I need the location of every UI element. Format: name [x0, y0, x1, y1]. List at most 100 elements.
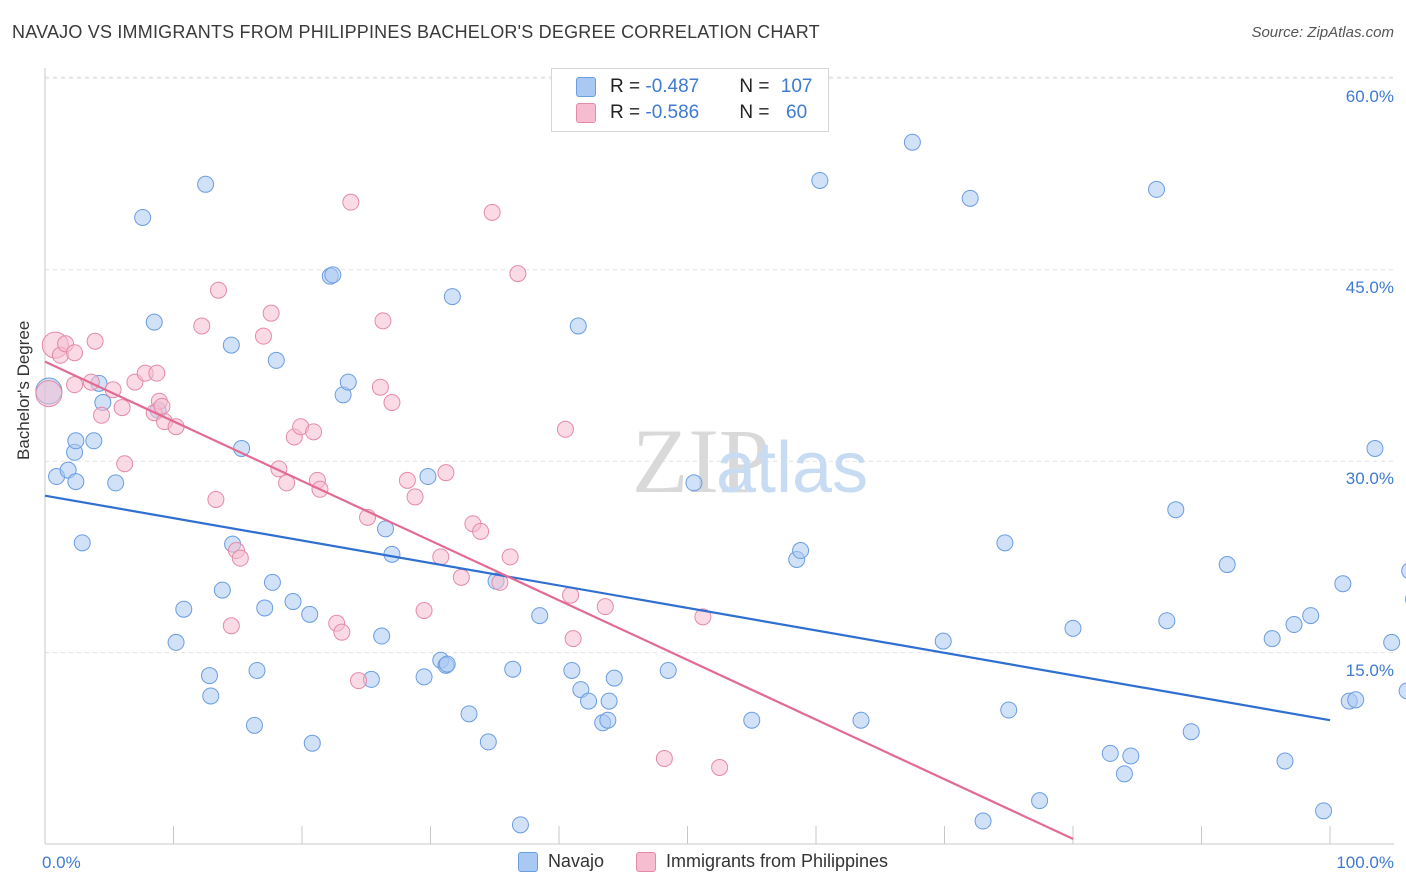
philippines-point [207, 490, 225, 508]
navajo-trend-line [44, 494, 1331, 722]
legend-row-navajo: R = -0.487 N = 107 [576, 75, 812, 99]
navajo-point [1101, 744, 1119, 762]
gridlines [45, 76, 1394, 654]
navajo-point [580, 692, 598, 710]
legend-n-label: N = [739, 102, 775, 123]
philippines-point [35, 380, 63, 408]
philippines-trend-line [44, 360, 1074, 840]
philippines-point [374, 312, 392, 330]
navajo-point [197, 175, 215, 193]
legend-r-value: -0.586 [645, 102, 700, 123]
navajo-point [1158, 612, 1176, 630]
navajo-point [1031, 792, 1049, 810]
navajo-point [460, 705, 478, 723]
navajo-point [438, 655, 456, 673]
navajo-point [1276, 752, 1294, 770]
correlation-legend: R = -0.487 N = 107 R = -0.586 N = 60 [551, 68, 829, 132]
navajo-point [245, 716, 263, 734]
navajo-point [175, 600, 193, 618]
y-axis-label: Bachelor's Degree [14, 320, 33, 460]
navajo-point [284, 593, 302, 611]
navajo-point [301, 605, 319, 623]
legend-item-navajo[interactable]: Navajo [517, 851, 604, 872]
navajo-point [1347, 691, 1365, 709]
philippines-point [655, 750, 673, 768]
navajo-point [974, 812, 992, 830]
legend-item-philippines[interactable]: Immigrants from Philippines [635, 851, 888, 872]
navajo-point [134, 208, 152, 226]
navajo-point [107, 474, 125, 492]
philippines-point [231, 549, 249, 567]
philippines-point [406, 488, 424, 506]
chart-title: NAVAJO VS IMMIGRANTS FROM PHILIPPINES BA… [12, 22, 820, 42]
navajo-point [903, 133, 921, 151]
philippines-point [113, 399, 131, 417]
chart-source: Source: ZipAtlas.com [1251, 24, 1394, 41]
legend-row-philippines: R = -0.586 N = 60 [576, 101, 807, 125]
navajo-point [248, 661, 266, 679]
navajo-point [1302, 607, 1320, 625]
data-points [35, 133, 1406, 834]
philippines-point [350, 672, 368, 690]
y-tick-label-45: 45.0% [1345, 278, 1394, 297]
navajo-point [659, 661, 677, 679]
navajo-point [1285, 616, 1303, 634]
legend-swatch-philippines [576, 103, 596, 123]
navajo-point [167, 633, 185, 651]
philippines-point [432, 548, 450, 566]
navajo-point [222, 336, 240, 354]
navajo-point [934, 632, 952, 650]
trend-lines [44, 360, 1331, 840]
philippines-point [305, 423, 323, 441]
navajo-point [1167, 501, 1185, 519]
navajo-point [685, 474, 703, 492]
philippines-point [66, 344, 84, 362]
watermark: ZIP atlas [632, 410, 868, 512]
legend-n-value: 107 [780, 76, 813, 97]
navajo-point [1122, 747, 1140, 765]
legend-r-value: -0.487 [645, 76, 700, 97]
x-tick-label-min: 0.0% [42, 853, 81, 872]
navajo-point [599, 711, 617, 729]
navajo-point [73, 534, 91, 552]
philippines-point [596, 598, 614, 616]
navajo-point [569, 317, 587, 335]
series-legend: Navajo Immigrants from Philippines [0, 851, 1406, 872]
philippines-point [694, 608, 712, 626]
navajo-point [415, 668, 433, 686]
navajo-point [1401, 563, 1406, 579]
philippines-point [86, 332, 104, 350]
philippines-point [437, 464, 455, 482]
y-tick-label-60: 60.0% [1345, 87, 1394, 106]
legend-swatch-navajo [517, 851, 538, 872]
legend-swatch-navajo [576, 77, 596, 97]
philippines-point [371, 378, 389, 396]
navajo-point [1115, 765, 1133, 783]
philippines-point [452, 568, 470, 586]
navajo-point [67, 432, 85, 450]
navajo-point [200, 667, 218, 685]
navajo-point [479, 733, 497, 751]
legend-r-label: R = [610, 102, 646, 123]
navajo-point [145, 313, 163, 331]
navajo-point [213, 581, 231, 599]
navajo-point [743, 711, 761, 729]
philippines-point [148, 364, 166, 382]
navajo-point [373, 627, 391, 645]
navajo-point [1383, 633, 1401, 651]
navajo-point [600, 692, 618, 710]
navajo-point [267, 351, 285, 369]
philippines-point [66, 376, 84, 394]
philippines-point [167, 418, 185, 436]
legend-swatch-philippines [635, 851, 656, 872]
navajo-point [605, 669, 623, 687]
philippines-point [483, 203, 501, 221]
philippines-point [116, 455, 134, 473]
navajo-point [1182, 723, 1200, 741]
philippines-point [711, 758, 729, 776]
philippines-point [509, 265, 527, 283]
navajo-point [1315, 802, 1333, 820]
navajo-point [1334, 575, 1352, 593]
navajo-point [511, 816, 529, 834]
